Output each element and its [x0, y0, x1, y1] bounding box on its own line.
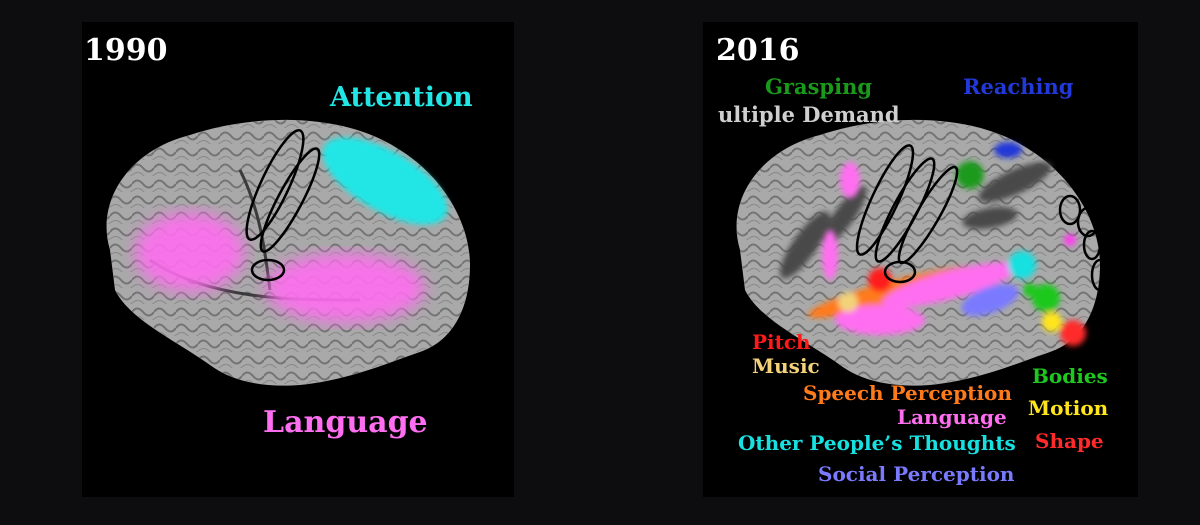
language-label-2016: Language	[897, 405, 1007, 429]
speech-perception-label: Speech Perception	[803, 381, 1012, 405]
bodies-label: Bodies	[1032, 364, 1108, 388]
social-perception-label: Social Perception	[818, 462, 1015, 486]
brain-left	[84, 112, 490, 392]
other-thoughts-label: Other People’s Thoughts	[738, 431, 1016, 455]
language-region-temporal	[265, 253, 425, 323]
language-region-frontal	[135, 212, 245, 292]
pitch-label: Pitch	[752, 330, 811, 354]
multiple-demand-label: ultiple Demand	[718, 102, 900, 127]
attention-label: Attention	[330, 82, 473, 113]
motion-label: Motion	[1028, 396, 1109, 420]
brain-right	[718, 112, 1118, 392]
reaching-label: Reaching	[963, 74, 1074, 99]
year-2016-label: 2016	[716, 33, 800, 68]
attention-region	[322, 137, 448, 225]
language-label-1990: Language	[263, 405, 428, 440]
shape-label: Shape	[1035, 429, 1104, 453]
music-label: Music	[752, 354, 820, 378]
year-1990-label: 1990	[84, 33, 168, 68]
grasping-label: Grasping	[765, 74, 873, 99]
